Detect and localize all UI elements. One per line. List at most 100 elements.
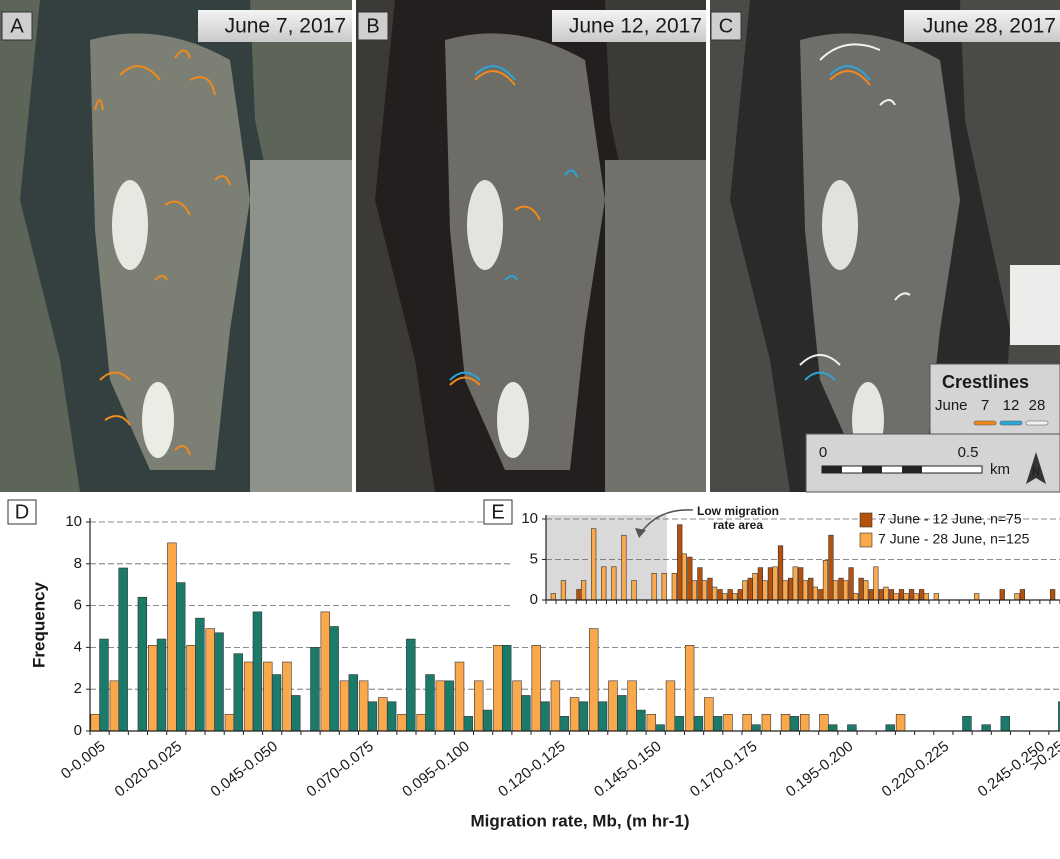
x-tick-label: 0.220-0.225 bbox=[879, 738, 953, 801]
bar bbox=[962, 716, 972, 732]
bar bbox=[621, 534, 627, 601]
legend-day: 7 bbox=[981, 397, 989, 414]
bar bbox=[787, 577, 794, 601]
legend-month: June bbox=[935, 397, 968, 414]
y-tick-label: 0 bbox=[74, 722, 82, 739]
scale-unit: km bbox=[990, 461, 1010, 478]
highlight-area bbox=[546, 515, 667, 600]
bar bbox=[832, 580, 839, 601]
y-axis-title: Frequency bbox=[29, 581, 48, 668]
bar bbox=[263, 661, 273, 732]
bar bbox=[711, 586, 718, 601]
legend-swatch bbox=[999, 420, 1023, 426]
bar bbox=[454, 661, 465, 732]
bar bbox=[878, 589, 884, 601]
bar bbox=[828, 534, 834, 601]
bar bbox=[589, 628, 599, 732]
y-tick-label: 10 bbox=[521, 510, 538, 527]
panel-letter: B bbox=[366, 15, 379, 37]
legend-swatch bbox=[973, 420, 997, 426]
bar bbox=[903, 593, 909, 601]
bar bbox=[780, 713, 791, 732]
bar bbox=[560, 580, 567, 601]
x-tick-label: 0.020-0.025 bbox=[112, 738, 186, 801]
bar bbox=[348, 674, 359, 732]
bar bbox=[858, 577, 864, 601]
bar bbox=[819, 713, 829, 732]
bar bbox=[808, 577, 814, 601]
x-tick-label: 0.045-0.050 bbox=[208, 738, 282, 801]
bar bbox=[792, 566, 798, 601]
bar bbox=[435, 680, 446, 732]
bar bbox=[727, 589, 733, 601]
bar bbox=[493, 645, 503, 732]
bar bbox=[752, 572, 758, 601]
bar bbox=[693, 716, 704, 732]
bar bbox=[291, 695, 301, 732]
bar bbox=[186, 645, 196, 732]
legend-swatch bbox=[1025, 420, 1049, 426]
x-tick-label: 0.095-0.100 bbox=[399, 738, 473, 801]
bar bbox=[651, 572, 657, 601]
bar bbox=[789, 716, 800, 732]
bar bbox=[697, 567, 703, 601]
bar bbox=[777, 545, 784, 601]
scale-segment bbox=[902, 466, 922, 473]
bar bbox=[252, 611, 263, 732]
bar bbox=[1019, 589, 1026, 601]
bar bbox=[888, 589, 895, 601]
bar bbox=[981, 724, 991, 732]
bar bbox=[1050, 589, 1056, 601]
y-tick-label: 6 bbox=[74, 597, 82, 614]
bar bbox=[397, 713, 407, 732]
bar bbox=[873, 566, 879, 601]
panel-letter: E bbox=[491, 501, 504, 523]
bar bbox=[704, 697, 714, 732]
bar bbox=[737, 589, 743, 601]
letter-box bbox=[710, 11, 742, 41]
bar bbox=[214, 632, 224, 732]
bar bbox=[742, 580, 748, 601]
panel-letter: C bbox=[719, 15, 733, 37]
scale-mid: 0.5 bbox=[958, 444, 979, 461]
bar bbox=[895, 713, 906, 732]
date-box bbox=[198, 10, 352, 42]
x-axis-title: Migration rate, Mb, (m hr-1) bbox=[470, 811, 689, 830]
bar bbox=[674, 716, 685, 732]
bar bbox=[732, 593, 738, 601]
y-tick-label: 8 bbox=[74, 555, 82, 572]
bar bbox=[367, 701, 378, 732]
bar bbox=[707, 577, 713, 601]
bar bbox=[463, 716, 474, 732]
panel-letter-box bbox=[483, 499, 513, 525]
letter-box bbox=[1, 11, 33, 41]
panel-labels: A June 7, 2017 B June 12, 2017 C June 28… bbox=[1, 10, 1060, 42]
bar bbox=[521, 695, 531, 732]
y-tick-label: 10 bbox=[65, 513, 82, 530]
bar bbox=[747, 577, 753, 601]
legend-day: 28 bbox=[1029, 397, 1046, 414]
scale-bar: 0 0.5 km N bbox=[805, 433, 1060, 493]
panel-letter: D bbox=[15, 501, 29, 523]
bar bbox=[473, 680, 484, 732]
bar bbox=[243, 661, 254, 732]
bar bbox=[627, 680, 637, 732]
bar bbox=[1014, 593, 1020, 601]
bar bbox=[591, 528, 597, 601]
bar bbox=[772, 566, 778, 601]
bar bbox=[883, 586, 889, 601]
bar bbox=[118, 567, 128, 732]
bar bbox=[893, 593, 899, 601]
bar bbox=[782, 580, 788, 601]
x-tick-label: 0.170-0.175 bbox=[687, 738, 761, 801]
north-label: N bbox=[1032, 466, 1040, 478]
bar bbox=[802, 580, 808, 601]
bar bbox=[691, 580, 698, 601]
bar bbox=[655, 724, 665, 732]
bar bbox=[416, 713, 426, 732]
bar bbox=[712, 716, 723, 732]
bar bbox=[578, 701, 589, 732]
annotation: Low migration bbox=[697, 504, 779, 518]
bar bbox=[233, 653, 243, 732]
date-box bbox=[552, 10, 706, 42]
